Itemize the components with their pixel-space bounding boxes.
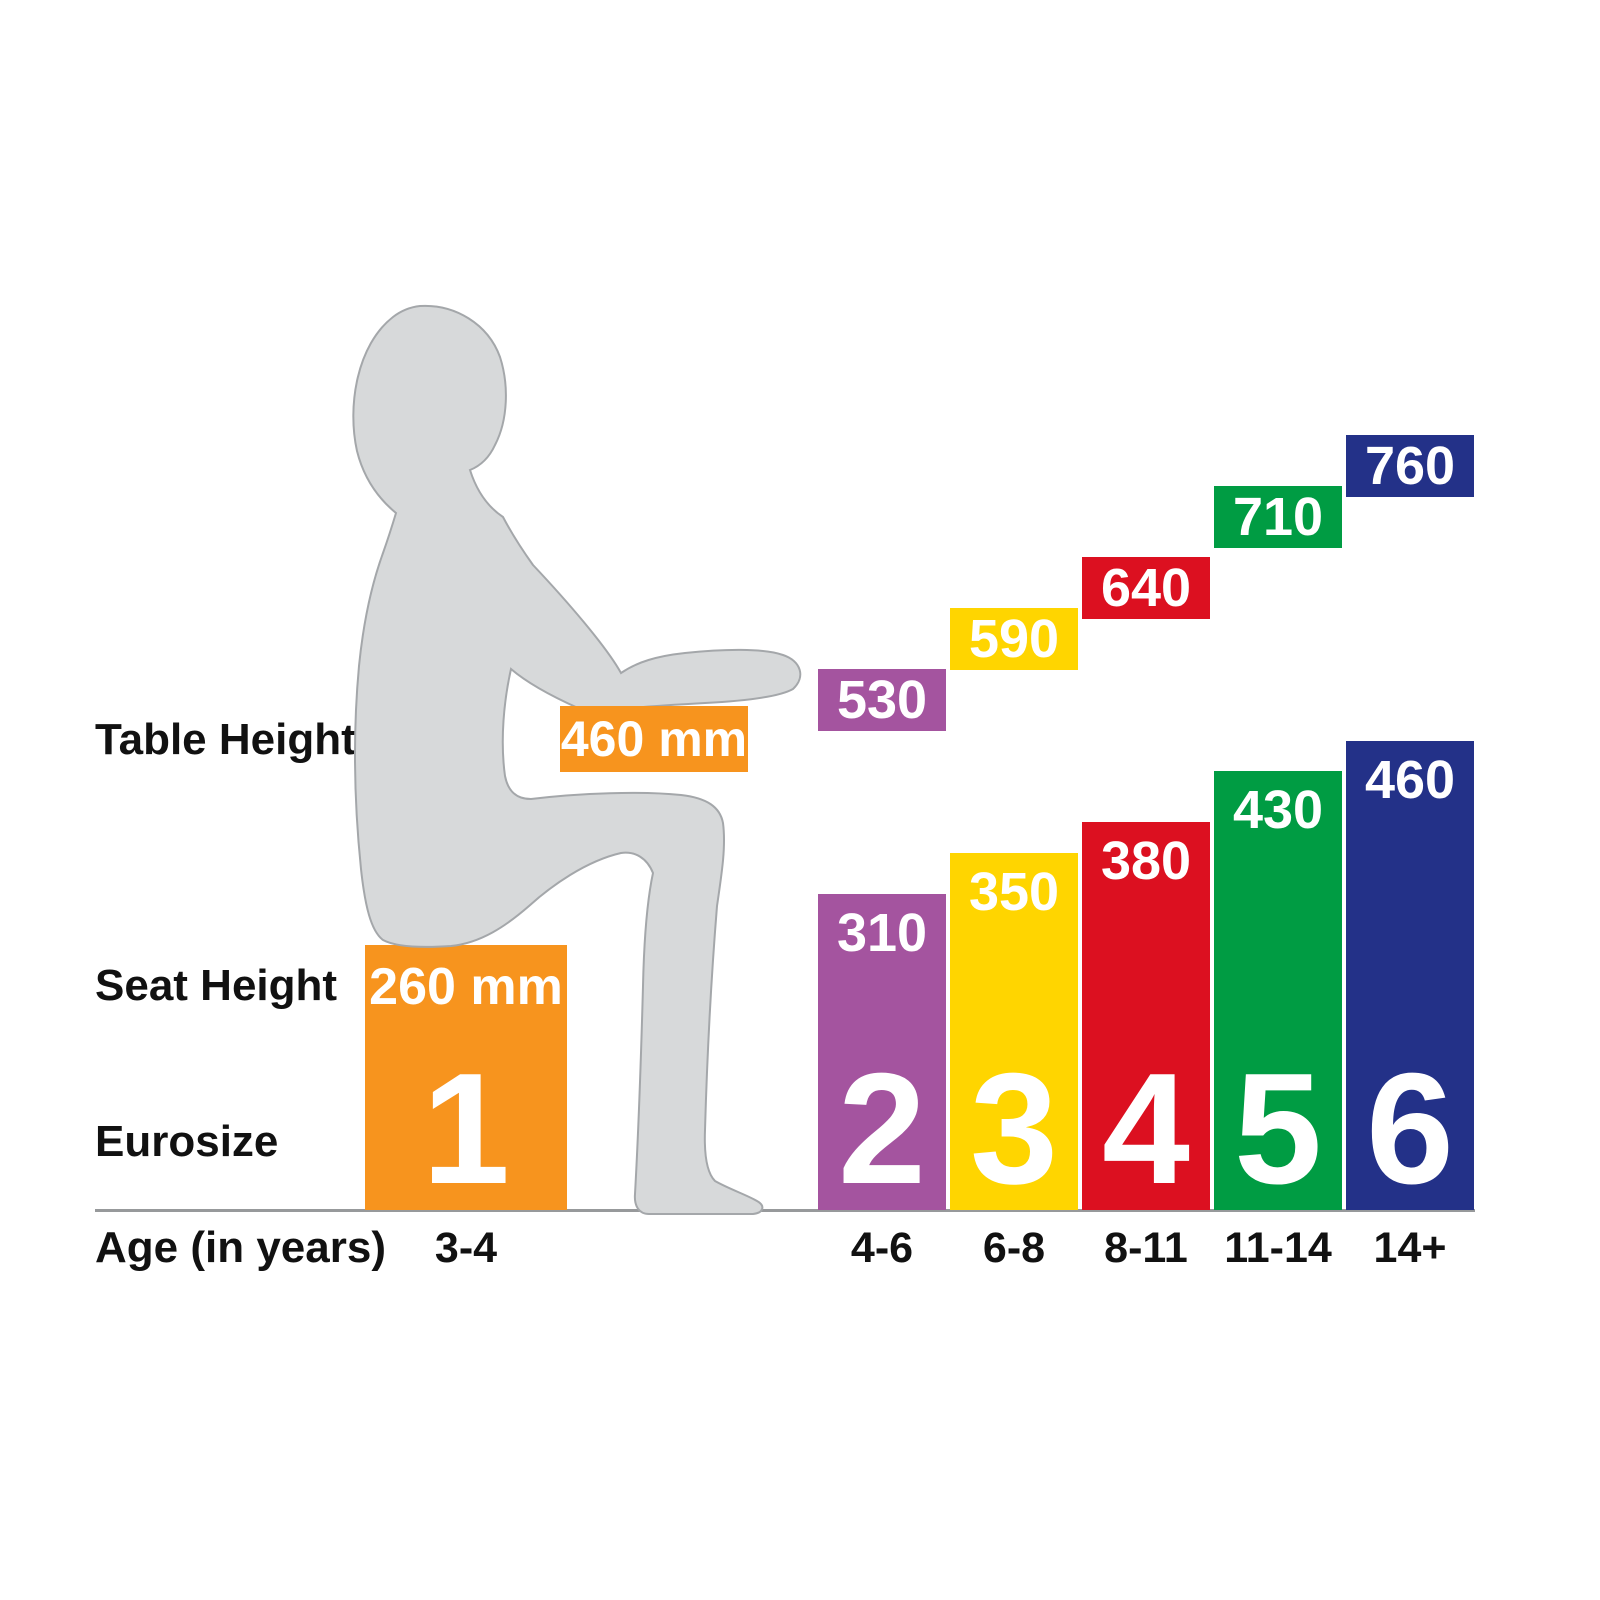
seat-column-size6: 460 6 (1346, 741, 1474, 1210)
age-label: 3-4 (434, 1224, 498, 1272)
label-eurosize: Eurosize (95, 1117, 279, 1166)
seat-height-value: 460 (1364, 750, 1456, 810)
seat-height-value: 310 (836, 903, 928, 963)
size1-eurosize-number: 1 (422, 1041, 510, 1217)
seat-height-value: 430 (1232, 780, 1324, 840)
table-height-band-size4: 640 (1082, 557, 1210, 619)
size1-table-height-tag: 460 mm (560, 706, 748, 772)
eurosize-number: 5 (1234, 1041, 1322, 1217)
age-label: 4-6 (850, 1224, 914, 1272)
seat-height-value: 380 (1100, 831, 1192, 891)
age-label: 6-8 (982, 1224, 1046, 1272)
age-label: 14+ (1373, 1224, 1447, 1272)
age-label: 8-11 (1104, 1224, 1188, 1272)
table-height-band-size6: 760 (1346, 435, 1474, 497)
eurosize-number: 3 (970, 1041, 1058, 1217)
eurosize-number: 2 (838, 1041, 926, 1217)
label-age: Age (in years) (95, 1223, 386, 1272)
table-height-band-size2: 530 (818, 669, 946, 731)
size1-seat-column: 260 mm 1 (365, 945, 567, 1210)
size1-seat-height-value: 260 mm (369, 958, 563, 1016)
label-seat-height: Seat Height (95, 961, 338, 1010)
seat-column-size3: 350 3 (950, 853, 1078, 1210)
seat-column-size4: 380 4 (1082, 822, 1210, 1210)
age-label: 11-14 (1224, 1224, 1332, 1272)
table-height-band-size3: 590 (950, 608, 1078, 670)
seat-column-size2: 310 2 (818, 894, 946, 1210)
eurosize-number: 6 (1366, 1041, 1454, 1217)
eurosize-number: 4 (1102, 1041, 1190, 1217)
seat-height-value: 350 (968, 862, 1060, 922)
seat-column-size5: 430 5 (1214, 771, 1342, 1210)
table-height-band-size5: 710 (1214, 486, 1342, 548)
label-table-height: Table Height (95, 715, 356, 764)
